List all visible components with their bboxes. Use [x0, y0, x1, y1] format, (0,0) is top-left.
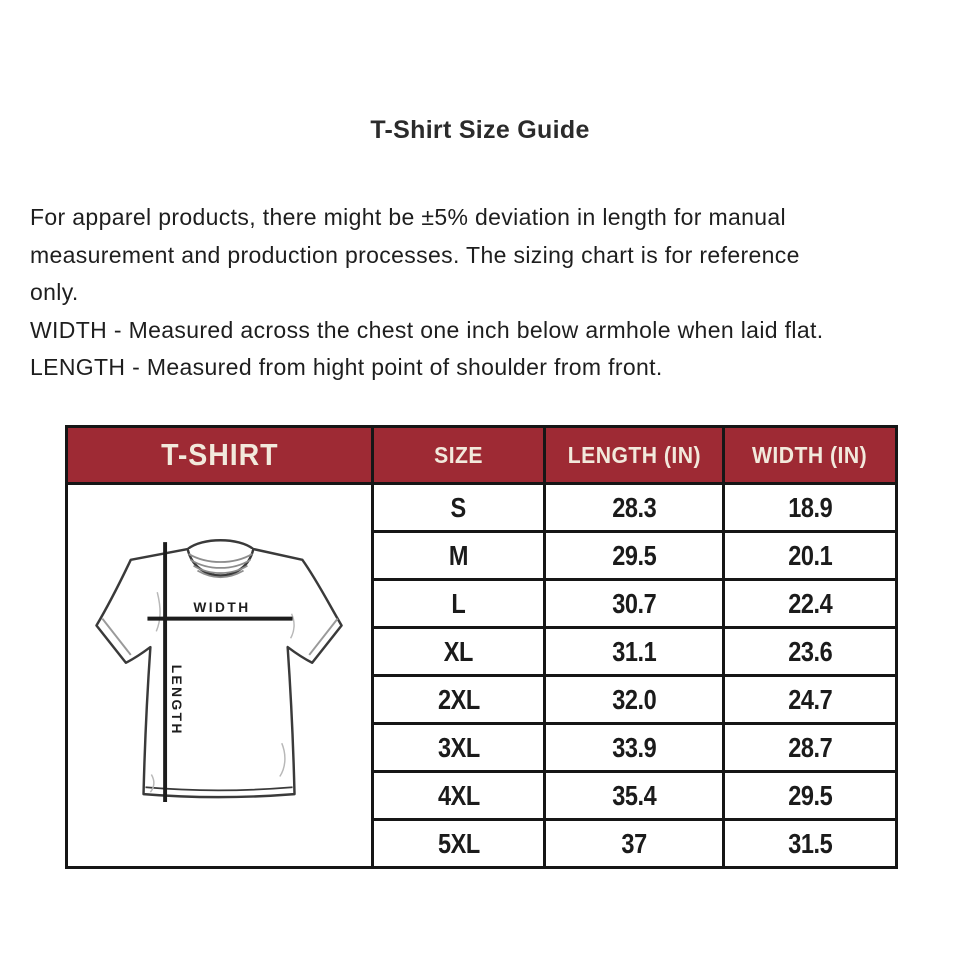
- page-title: T-Shirt Size Guide: [370, 116, 590, 144]
- wrinkle-lines: [149, 591, 295, 793]
- cell-value: 18.9: [787, 491, 833, 523]
- table-row: 5XL 37 31.5: [67, 818, 898, 869]
- column-header-label: LENGTH (IN): [567, 441, 701, 468]
- width-cell: 28.7: [722, 722, 898, 773]
- corner-header-tshirt: T-SHIRT: [65, 425, 374, 485]
- cell-value: 24.7: [787, 683, 833, 715]
- cell-value: XL: [443, 635, 474, 667]
- size-cell: 4XL: [371, 770, 546, 821]
- length-cell: 28.3: [543, 482, 725, 533]
- cell-value: 28.3: [611, 491, 657, 523]
- width-cell: 31.5: [722, 818, 898, 869]
- cell-value: 31.5: [787, 827, 833, 859]
- column-header-size: SIZE: [371, 425, 546, 485]
- corner-header-label: T-SHIRT: [160, 437, 279, 472]
- cell-value: 23.6: [787, 635, 833, 667]
- collar-ribbing-lines: [187, 552, 253, 578]
- tshirt-outline: [94, 538, 343, 798]
- table-row: 2XL 32.0 24.7: [67, 674, 898, 725]
- length-cell: 35.4: [543, 770, 725, 821]
- table-row: 4XL 35.4 29.5: [67, 770, 898, 821]
- tshirt-diagram-icon: WIDTH LENGTH: [94, 538, 343, 802]
- table-row: WIDTH LENGTH S 28.3 18.9: [65, 482, 898, 869]
- cell-value: 5XL: [437, 827, 480, 859]
- width-cell: 29.5: [722, 770, 898, 821]
- length-cell: 33.9: [543, 722, 725, 773]
- length-label: LENGTH: [168, 664, 183, 735]
- width-cell: 23.6: [722, 626, 898, 677]
- width-cell: 20.1: [722, 530, 898, 581]
- table-row: L 30.7 22.4: [67, 578, 898, 629]
- table-header-row: T-SHIRT SIZE LENGTH (IN) WIDTH (IN): [65, 425, 898, 485]
- width-cell: 22.4: [722, 578, 898, 629]
- length-cell: 37: [543, 818, 725, 869]
- size-cell: XL: [371, 626, 546, 677]
- cell-value: 31.1: [611, 635, 657, 667]
- hem-line: [144, 785, 293, 791]
- intro-text: For apparel products, there might be ±5%…: [30, 199, 930, 387]
- cell-value: 32.0: [611, 683, 657, 715]
- intro-line-length-note: LENGTH - Measured from hight point of sh…: [30, 354, 663, 380]
- intro-line-width-note: WIDTH - Measured across the chest one in…: [30, 316, 824, 343]
- cell-value: 4XL: [437, 779, 480, 811]
- cell-value: 22.4: [787, 587, 833, 619]
- cell-value: 33.9: [611, 731, 657, 763]
- table-row: XL 31.1 23.6: [67, 626, 898, 677]
- width-cell: 18.9: [722, 482, 898, 533]
- intro-line-deviation: For apparel products, there might be ±5%…: [30, 204, 786, 230]
- size-cell: M: [371, 530, 546, 581]
- cell-value: S: [450, 491, 467, 523]
- column-header-length: LENGTH (IN): [543, 425, 725, 485]
- size-cell: 3XL: [371, 722, 546, 773]
- column-header-label: WIDTH (IN): [752, 441, 868, 468]
- table-row: 3XL 33.9 28.7: [67, 722, 898, 773]
- intro-line-measurement: measurement and production processes. Th…: [30, 241, 800, 268]
- cell-value: 35.4: [611, 779, 657, 811]
- length-cell: 32.0: [543, 674, 725, 725]
- width-label: WIDTH: [193, 599, 250, 614]
- cell-value: 2XL: [437, 683, 480, 715]
- column-header-width: WIDTH (IN): [722, 425, 898, 485]
- cell-value: L: [451, 587, 466, 619]
- width-cell: 24.7: [722, 674, 898, 725]
- length-cell: 30.7: [543, 578, 725, 629]
- size-cell: L: [371, 578, 546, 629]
- cell-value: 20.1: [787, 539, 833, 571]
- cell-value: 37: [621, 827, 647, 859]
- sleeve-cuff-lines: [101, 617, 338, 656]
- cell-value: M: [448, 539, 469, 571]
- size-cell: S: [371, 482, 546, 533]
- cell-value: 28.7: [787, 731, 833, 763]
- table-row: M 29.5 20.1: [67, 530, 898, 581]
- length-cell: 31.1: [543, 626, 725, 677]
- size-table: T-SHIRT SIZE LENGTH (IN) WIDTH (IN): [65, 425, 898, 869]
- cell-value: 29.5: [611, 539, 657, 571]
- size-cell: 5XL: [371, 818, 546, 869]
- intro-line-only: only.: [30, 279, 79, 305]
- size-cell: 2XL: [371, 674, 546, 725]
- length-cell: 29.5: [543, 530, 725, 581]
- cell-value: 29.5: [787, 779, 833, 811]
- cell-value: 30.7: [611, 587, 657, 619]
- tshirt-illustration-cell: WIDTH LENGTH: [65, 482, 374, 869]
- cell-value: 3XL: [437, 731, 480, 763]
- column-header-label: SIZE: [434, 441, 483, 468]
